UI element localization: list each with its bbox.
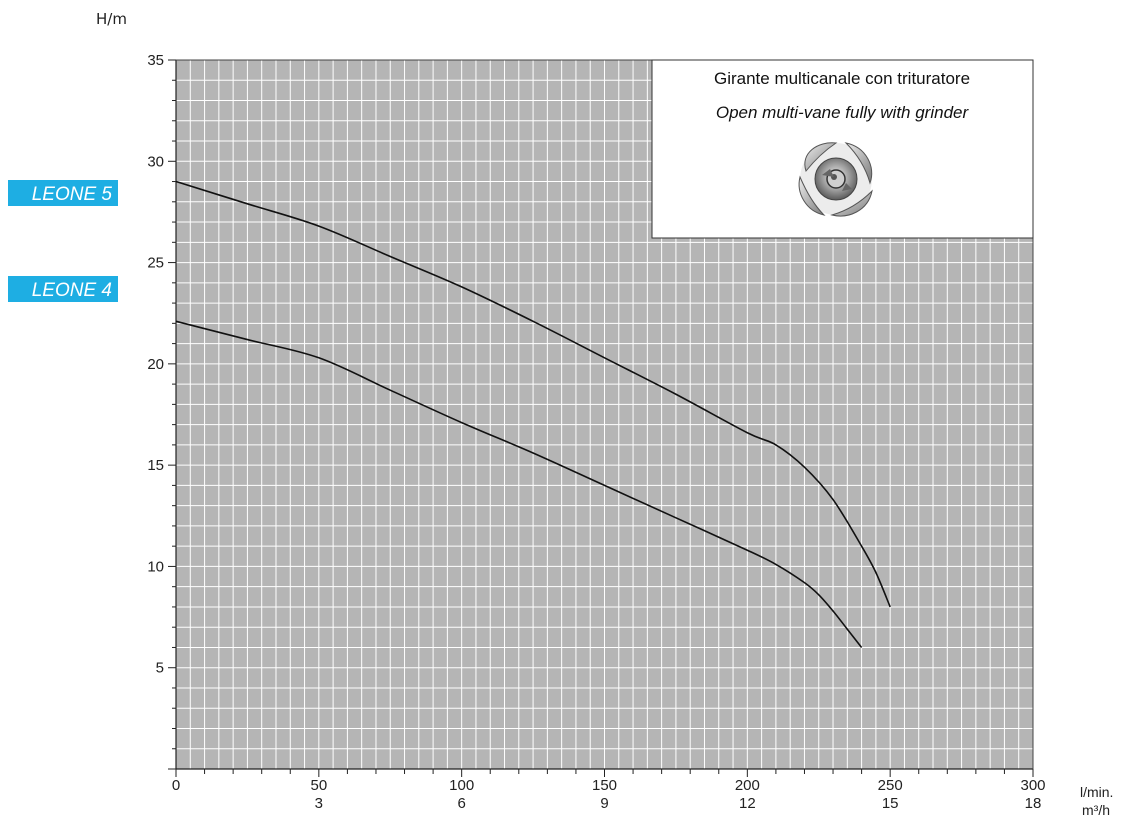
- x-tick-label-primary: 300: [1020, 777, 1045, 794]
- x-tick-label-secondary: 3: [315, 795, 323, 812]
- y-tick-label: 10: [147, 558, 164, 575]
- x-tick-label-secondary: 9: [600, 795, 608, 812]
- x-tick-label-secondary: 15: [882, 795, 899, 812]
- legend-swatch-leone-5: [8, 180, 118, 206]
- impeller-icon: [798, 142, 873, 217]
- y-tick-label: 25: [147, 255, 164, 272]
- annotation-box: Girante multicanale con trituratore Open…: [651, 59, 1034, 239]
- legend-leone-5: LEONE 5: [8, 180, 118, 206]
- annotation-subtitle: Open multi-vane fully with grinder: [716, 103, 970, 122]
- y-tick-label: 5: [156, 660, 164, 677]
- x-tick-label-primary: 0: [172, 777, 180, 794]
- series-layer: [175, 180, 891, 648]
- y-axis-label: H/m: [96, 10, 127, 28]
- y-tick-label: 20: [147, 356, 164, 373]
- x-tick-label-secondary: 12: [739, 795, 756, 812]
- x-tick-label-primary: 50: [310, 777, 327, 794]
- y-tick-label: 15: [147, 457, 164, 474]
- y-tick-label: 35: [147, 52, 164, 69]
- legend-label-leone-4: LEONE 4: [32, 280, 112, 301]
- annotation-title: Girante multicanale con trituratore: [714, 69, 970, 88]
- x-tick-label-primary: 250: [878, 777, 903, 794]
- x-tick-label-secondary: 18: [1025, 795, 1042, 812]
- x-tick-label-primary: 100: [449, 777, 474, 794]
- x-axis-label-secondary: m³/h: [1082, 802, 1110, 818]
- tick-labels: 5 10 15 20 25 30 35 0 50 100 150 200 250 300 3 6 9 12 15 18: [147, 52, 1045, 812]
- x-tick-label-primary: 150: [592, 777, 617, 794]
- y-tick-label: 30: [147, 153, 164, 170]
- x-axis-label-primary: l/min.: [1080, 784, 1113, 800]
- series-line-leone-5: [175, 180, 891, 608]
- legend-label-leone-5: LEONE 5: [32, 184, 113, 205]
- legend-swatch-leone-4: [8, 276, 118, 302]
- x-tick-label-secondary: 6: [457, 795, 465, 812]
- series-line-leone-4: [175, 320, 863, 648]
- legend-leone-4: LEONE 4: [8, 276, 118, 302]
- x-tick-label-primary: 200: [735, 777, 760, 794]
